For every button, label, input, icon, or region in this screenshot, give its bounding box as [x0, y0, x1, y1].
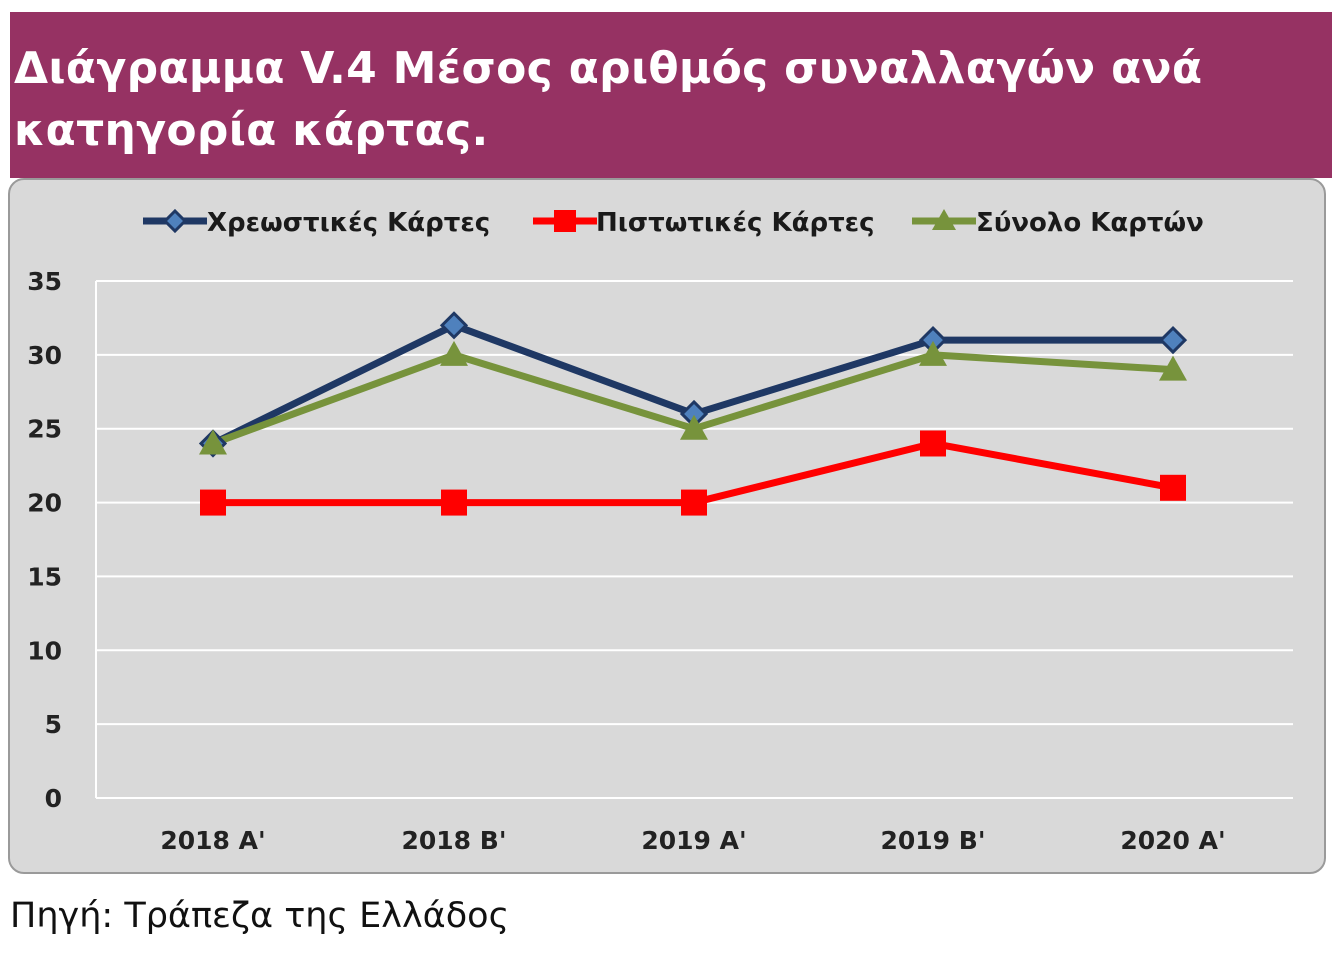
data-point [1159, 355, 1187, 381]
y-tick-label: 35 [27, 267, 62, 296]
y-tick-label: 30 [27, 341, 62, 370]
legend-label: Χρεωστικές Κάρτες [207, 208, 490, 238]
y-tick-label: 0 [45, 784, 62, 813]
y-tick-label: 15 [27, 562, 62, 591]
y-tick-label: 25 [27, 415, 62, 444]
x-tick-label: 2018 A' [160, 826, 265, 855]
x-tick-label: 2019 B' [881, 826, 986, 855]
legend-label: Πιστωτικές Κάρτες [596, 208, 875, 238]
data-point [439, 311, 469, 340]
data-point [1160, 474, 1186, 501]
data-point [199, 429, 227, 455]
data-point [681, 489, 707, 516]
chart-title: Διάγραμμα V.4 Μέσος αριθμός συναλλαγών α… [14, 43, 1203, 156]
y-tick-label: 10 [27, 636, 62, 665]
legend-marker [932, 209, 956, 230]
source-note: Πηγή: Τράπεζα της Ελλάδος [10, 896, 510, 936]
line-chart: 0 5 10 15 20 25 30 35 2018 A' 2018 B' 2019 A' 2019 … [27, 208, 1293, 855]
chart-area [8, 178, 1326, 874]
y-tick-label: 20 [27, 489, 62, 518]
data-point [441, 489, 467, 516]
data-point [920, 430, 946, 457]
data-point [440, 340, 468, 366]
chart-title-banner: Διάγραμμα V.4 Μέσος αριθμός συναλλαγών α… [10, 12, 1332, 178]
x-tick-label: 2018 B' [402, 826, 507, 855]
legend-label: Σύνολο Καρτών [976, 208, 1204, 238]
legend-marker [554, 210, 576, 232]
data-point [680, 414, 708, 440]
data-point [200, 489, 226, 516]
x-tick-label: 2020 A' [1120, 826, 1225, 855]
x-tick-label: 2019 A' [641, 826, 746, 855]
data-point [919, 340, 947, 366]
y-tick-label: 5 [45, 710, 62, 739]
legend-marker [162, 208, 188, 234]
data-point [1158, 325, 1188, 355]
